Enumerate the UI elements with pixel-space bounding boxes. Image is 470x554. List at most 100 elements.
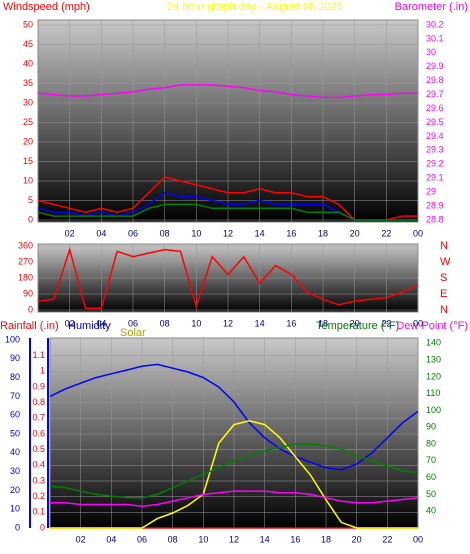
y2-tick-label: 29.3 (426, 145, 444, 155)
x-tick-label: 08 (168, 534, 178, 544)
y2-tick-label: 29.2 (426, 159, 444, 169)
x-tick-label: 14 (260, 534, 270, 544)
y-tick-label: 45 (23, 39, 33, 49)
x-tick-label: 00 (413, 228, 423, 238)
humidity-tick-label: 70 (10, 391, 20, 401)
y2-tick-label: 60 (426, 472, 436, 482)
y-tick-label: 270 (18, 256, 33, 266)
humidity-tick-label: 90 (10, 353, 20, 363)
y-tick-label: 0.1 (32, 507, 45, 517)
y-tick-label: 0.3 (32, 475, 45, 485)
humidity-tick-label: 50 (10, 428, 20, 438)
y-tick-label: 0 (28, 304, 33, 314)
x-tick-label: 08 (160, 318, 170, 328)
y-tick-label: 360 (18, 240, 33, 250)
y2-tick-label: 29 (426, 187, 436, 197)
x-tick-label: 02 (76, 534, 86, 544)
chart-title: 24 hour graph day - August 05 2025 (167, 1, 343, 13)
series-line (49, 443, 419, 499)
y2-tick-label: 29.5 (426, 117, 444, 127)
y2-tick-label: 110 (426, 388, 440, 398)
x-tick-label: 22 (382, 534, 392, 544)
x-tick-label: 20 (350, 318, 360, 328)
humidity-tick-label: 100 (5, 334, 20, 344)
y-tick-label: 20 (23, 136, 33, 146)
humidity-tick-label: 10 (10, 504, 20, 514)
x-tick-label: 18 (321, 534, 331, 544)
x-tick-label: 20 (350, 228, 360, 238)
y2-tick-label: 140 (426, 338, 441, 348)
y2-tick-label: S (440, 272, 447, 284)
y2-tick-label: 30.1 (426, 33, 444, 43)
x-tick-label: 02 (65, 228, 75, 238)
y-tick-label: 0.6 (32, 428, 45, 438)
x-tick-label: 06 (128, 318, 138, 328)
x-tick-label: 10 (191, 228, 201, 238)
y-tick-label: 0.9 (32, 381, 45, 391)
y2-tick-label: 29.9 (426, 61, 444, 71)
y2-tick-label: 70 (426, 455, 436, 465)
x-tick-label: 12 (223, 318, 233, 328)
x-tick-label: 04 (106, 534, 116, 544)
y2-tick-label: N (440, 240, 448, 252)
temperature-label: Temperature (°F) (316, 320, 399, 332)
y2-tick-label: 29.6 (426, 103, 444, 113)
x-tick-label: 16 (286, 228, 296, 238)
y2-tick-label: W (440, 256, 451, 268)
series-line (37, 84, 418, 99)
y2-tick-label: E (440, 288, 447, 300)
y-tick-label: 30 (23, 97, 33, 107)
series-line (37, 246, 419, 309)
x-tick-label: 10 (198, 534, 208, 544)
y-tick-label: 50 (23, 19, 33, 29)
x-tick-label: 04 (96, 228, 106, 238)
y-tick-label: 15 (23, 156, 33, 166)
y-tick-label: 25 (23, 117, 33, 127)
x-tick-label: 12 (223, 228, 233, 238)
y-tick-label: 0 (28, 214, 33, 224)
x-tick-label: 06 (137, 534, 147, 544)
y-tick-label: 180 (18, 272, 33, 282)
x-tick-label: 06 (128, 228, 138, 238)
barometer-label: Barometer (.in) (395, 1, 468, 13)
windspeed-label: Windspeed (mph) (3, 1, 90, 13)
humidity-tick-label: 30 (10, 466, 20, 476)
humidity-label: Humidity (68, 320, 111, 332)
x-tick-label: 16 (290, 534, 300, 544)
y2-tick-label: 40 (426, 506, 436, 516)
series-line (37, 203, 418, 221)
y-tick-label: 0 (40, 522, 45, 532)
y2-tick-label: 120 (426, 371, 441, 381)
y2-tick-label: N (440, 304, 448, 316)
y-tick-label: 1.1 (32, 350, 45, 360)
humidity-tick-label: 0 (15, 522, 20, 532)
y2-tick-label: 29.4 (426, 131, 444, 141)
solar-label: Solar (120, 327, 146, 339)
x-tick-label: 00 (413, 534, 423, 544)
humidity-tick-label: 40 (10, 447, 20, 457)
x-tick-label: 16 (286, 318, 296, 328)
y-tick-label: 0.5 (32, 444, 45, 454)
humidity-tick-label: 80 (10, 372, 20, 382)
x-tick-label: 12 (229, 534, 239, 544)
series-line (49, 363, 419, 471)
series-line (50, 490, 419, 507)
rainfall-label: Rainfall (.in) (0, 320, 59, 332)
x-tick-label: 18 (318, 318, 328, 328)
x-tick-label: 04 (96, 318, 106, 328)
y2-tick-label: 29.8 (426, 75, 444, 85)
y2-tick-label: 50 (426, 489, 436, 499)
y2-tick-label: 90 (426, 422, 436, 432)
humidity-tick-label: 60 (10, 410, 20, 420)
y-tick-label: 0.4 (32, 460, 45, 470)
x-tick-label: 14 (255, 228, 265, 238)
y2-tick-label: 28.9 (426, 200, 444, 210)
y-tick-label: 35 (23, 78, 33, 88)
x-tick-label: 10 (191, 318, 201, 328)
x-tick-label: 02 (65, 318, 75, 328)
y2-tick-label: 29.1 (426, 173, 444, 183)
y-tick-label: 40 (23, 58, 33, 68)
series-line (50, 420, 418, 529)
x-tick-label: 20 (352, 534, 362, 544)
